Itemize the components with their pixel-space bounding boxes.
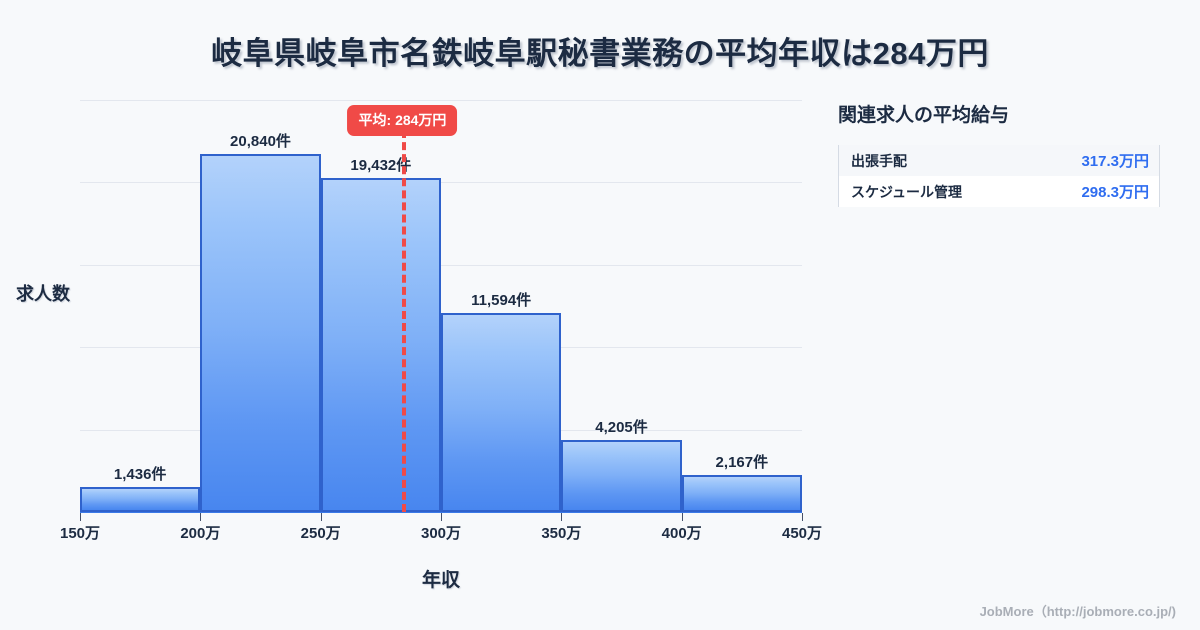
x-axis-tick-label: 250万 [300, 525, 341, 542]
x-axis-tick-label: 200万 [180, 525, 221, 542]
bar-value-label: 4,205件 [595, 418, 648, 436]
related-salary-job-name: スケジュール管理 [851, 183, 963, 200]
related-salary-value: 317.3万円 [1081, 153, 1149, 170]
histogram-bar [320, 178, 441, 512]
bar-value-label: 11,594件 [471, 291, 532, 309]
y-axis-title: 求人数 [16, 284, 70, 304]
bar-value-label: 2,167件 [715, 453, 769, 471]
related-salary-panel: 関連求人の平均給与 出張手配 317.3万円スケジュール管理 298.3万円 [838, 100, 1160, 207]
gridline [80, 100, 802, 101]
x-axis-line [80, 511, 802, 513]
x-axis-tick [561, 513, 563, 521]
x-axis-tick-label: 350万 [541, 525, 582, 542]
histogram-bar [561, 439, 682, 512]
average-badge: 平均: 284万円 [347, 105, 458, 136]
related-salary-title: 関連求人の平均給与 [838, 105, 1010, 126]
x-axis-tick [441, 513, 442, 521]
x-axis-tick [320, 513, 322, 521]
x-axis-tick-label: 300万 [420, 525, 462, 542]
related-salary-row[interactable]: 出張手配 317.3万円 [839, 145, 1159, 176]
footer-credit: JobMore（http://jobmore.co.jp/) [979, 604, 1176, 619]
average-line [402, 130, 407, 512]
related-salary-job-name: 出張手配 [851, 152, 907, 169]
gridline [80, 182, 802, 184]
x-axis-tick-label: 400万 [661, 525, 702, 542]
page-title: 岐阜県岐阜市名鉄岐阜駅秘書業務の平均年収は284万円 [211, 36, 989, 71]
histogram-bar [681, 474, 802, 512]
bar-value-label: 19,432件 [350, 157, 412, 175]
bar-value-label: 20,840件 [230, 133, 291, 151]
gridline [80, 264, 802, 266]
x-axis-tick [80, 513, 81, 521]
histogram-bar [80, 487, 201, 512]
related-salary-row[interactable]: スケジュール管理 298.3万円 [839, 176, 1159, 207]
related-salary-table: 出張手配 317.3万円スケジュール管理 298.3万円 [838, 145, 1160, 207]
bar-value-label: 1,436件 [113, 466, 167, 484]
related-salary-value: 298.3万円 [1081, 184, 1149, 201]
x-axis-tick [681, 513, 683, 521]
x-axis-tick [802, 513, 803, 521]
x-axis-title: 年収 [421, 570, 460, 591]
histogram-bar [441, 312, 562, 512]
x-axis-tick-label: 150万 [59, 525, 101, 542]
x-axis-tick [200, 513, 202, 521]
x-axis-tick-label: 450万 [781, 525, 823, 542]
histogram-bar [200, 154, 321, 512]
